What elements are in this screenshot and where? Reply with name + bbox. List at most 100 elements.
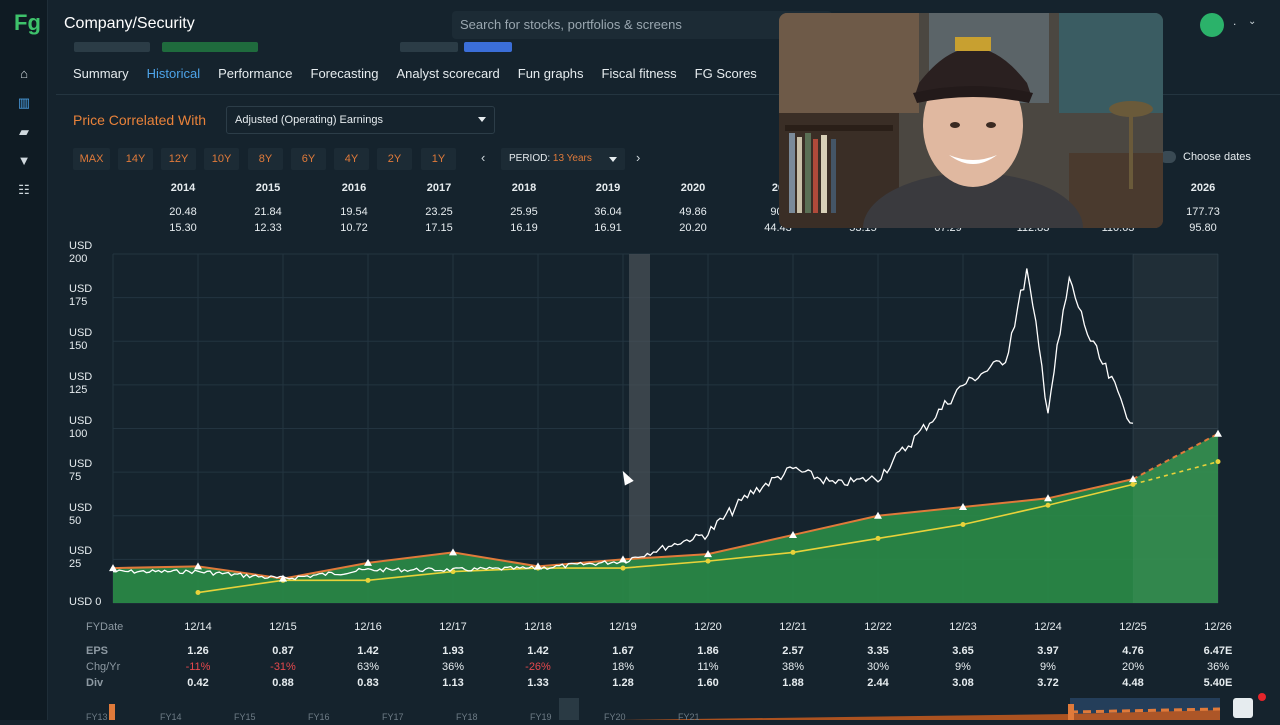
change-value: -26%	[525, 661, 551, 673]
chevron-down-icon[interactable]: ⌄	[1248, 16, 1257, 27]
home-icon[interactable]: ⌂	[20, 66, 28, 81]
eps-value: 1.42	[357, 645, 379, 657]
dividend-value: 1.33	[527, 677, 549, 689]
app-logo[interactable]: Fg	[14, 10, 41, 35]
fiscal-date: 12/19	[609, 621, 637, 633]
mouse-cursor	[618, 468, 634, 486]
forecast-shade	[1133, 254, 1218, 603]
earnings-point	[1214, 429, 1222, 437]
price-line	[112, 268, 1134, 581]
change-value: 30%	[866, 661, 890, 673]
year-label: 2014	[170, 182, 196, 194]
dividend-value: 1.88	[782, 677, 804, 689]
tab-divider	[56, 94, 1280, 95]
tab-fiscal-fitness[interactable]: Fiscal fitness	[601, 66, 677, 81]
dividend-point	[705, 558, 711, 564]
search-input[interactable]: Search for stocks, portfolios & screens	[452, 11, 832, 39]
navigator-label: FY19	[530, 712, 552, 722]
fiscal-date: 12/14	[184, 621, 212, 633]
y-axis-label: USD 25	[69, 545, 93, 570]
correlated-value: Adjusted (Operating) Earnings	[235, 114, 383, 126]
navigator-label: FY16	[308, 712, 330, 722]
correlated-select[interactable]: Adjusted (Operating) Earnings	[226, 106, 495, 134]
briefcase-icon[interactable]: ▰	[19, 124, 29, 139]
fiscal-date: 12/25	[1119, 621, 1147, 633]
year-label: 2016	[341, 182, 367, 194]
dividend-value: 1.13	[442, 677, 464, 689]
period-10y-button[interactable]: 10Y	[204, 148, 239, 170]
ticker-summary	[70, 42, 530, 54]
period-2y-button[interactable]: 2Y	[377, 148, 412, 170]
y-axis-label: USD 75	[69, 458, 93, 483]
change-value: 20%	[1121, 661, 1145, 673]
period-value: 13 Years	[552, 153, 592, 164]
eps-value: 3.35	[867, 645, 889, 657]
dividend-point	[1045, 502, 1051, 508]
avatar[interactable]	[1200, 13, 1224, 37]
earnings-point	[789, 530, 797, 538]
fiscal-date: 12/18	[524, 621, 552, 633]
y-axis-label: USD 125	[69, 371, 93, 396]
caret-down-icon	[478, 117, 486, 122]
tab-performance[interactable]: Performance	[218, 66, 293, 81]
year-high: 36.04	[594, 206, 622, 218]
period-select[interactable]: PERIOD: 13 Years	[501, 148, 625, 170]
fiscal-date: 12/21	[779, 621, 807, 633]
choose-dates-toggle[interactable]	[1160, 151, 1176, 163]
navigator-label: FY15	[234, 712, 256, 722]
period-1y-button[interactable]: 1Y	[421, 148, 456, 170]
eps-value: 3.97	[1037, 645, 1059, 657]
chart-icon[interactable]: ▥	[17, 95, 31, 110]
plot-area	[113, 254, 1218, 603]
year-high: 21.84	[254, 206, 282, 218]
period-8y-button[interactable]: 8Y	[248, 148, 283, 170]
year-low: 12.33	[254, 222, 282, 234]
fiscal-date: 12/22	[864, 621, 892, 633]
navigator-track	[109, 698, 1221, 720]
y-axis-label: USD 50	[69, 502, 93, 527]
webcam-overlay	[779, 13, 1163, 228]
period-6y-button[interactable]: 6Y	[291, 148, 326, 170]
tab-summary[interactable]: Summary	[73, 66, 129, 81]
navigator-label: FY13	[86, 712, 108, 722]
users-icon[interactable]: ☷	[18, 182, 30, 197]
year-low: 15.30	[169, 222, 197, 234]
year-label: 2019	[595, 182, 621, 194]
period-4y-button[interactable]: 4Y	[334, 148, 369, 170]
change-value: 38%	[781, 661, 805, 673]
user-label[interactable]: .	[1233, 14, 1237, 28]
prev-period-icon[interactable]: ‹	[481, 150, 486, 165]
change-value: 18%	[611, 661, 635, 673]
price-block	[74, 42, 150, 52]
dividend-point	[875, 535, 881, 541]
year-high: 25.95	[510, 206, 538, 218]
range-navigator[interactable]: FY13 FY14 FY15 FY16 FY17 FY18 FY19 FY20 FY21	[56, 698, 1280, 722]
navigator-label: FY21	[678, 712, 700, 722]
filter-icon[interactable]: ▼	[17, 153, 31, 168]
tab-analyst-scorecard[interactable]: Analyst scorecard	[396, 66, 500, 81]
year-high: 23.25	[425, 206, 453, 218]
tab-forecasting[interactable]: Forecasting	[310, 66, 379, 81]
change-value: 36%	[441, 661, 465, 673]
tab-historical[interactable]: Historical	[146, 66, 201, 81]
tab-fg-scores[interactable]: FG Scores	[694, 66, 757, 81]
period-14y-button[interactable]: 14Y	[118, 148, 153, 170]
chg-label: Chg/Yr	[86, 661, 121, 673]
earnings-point	[959, 503, 967, 511]
next-period-icon[interactable]: ›	[636, 150, 641, 165]
chat-button[interactable]	[1233, 698, 1253, 718]
tab-fun-graphs[interactable]: Fun graphs	[517, 66, 584, 81]
period-12y-button[interactable]: 12Y	[161, 148, 196, 170]
eps-value: 1.67	[612, 645, 634, 657]
period-max-button[interactable]: MAX	[73, 148, 110, 170]
dividend-value: 1.28	[612, 677, 634, 689]
change-value: 36%	[1206, 661, 1230, 673]
change-value: 11%	[697, 661, 719, 673]
dividend-value: 0.42	[187, 677, 209, 689]
year-high: 49.86	[679, 206, 707, 218]
earnings-point	[874, 511, 882, 519]
eps-value: 1.42	[527, 645, 549, 657]
change-value: 9%	[955, 661, 971, 673]
earnings-point	[364, 558, 372, 566]
change-value: -11%	[185, 661, 211, 673]
